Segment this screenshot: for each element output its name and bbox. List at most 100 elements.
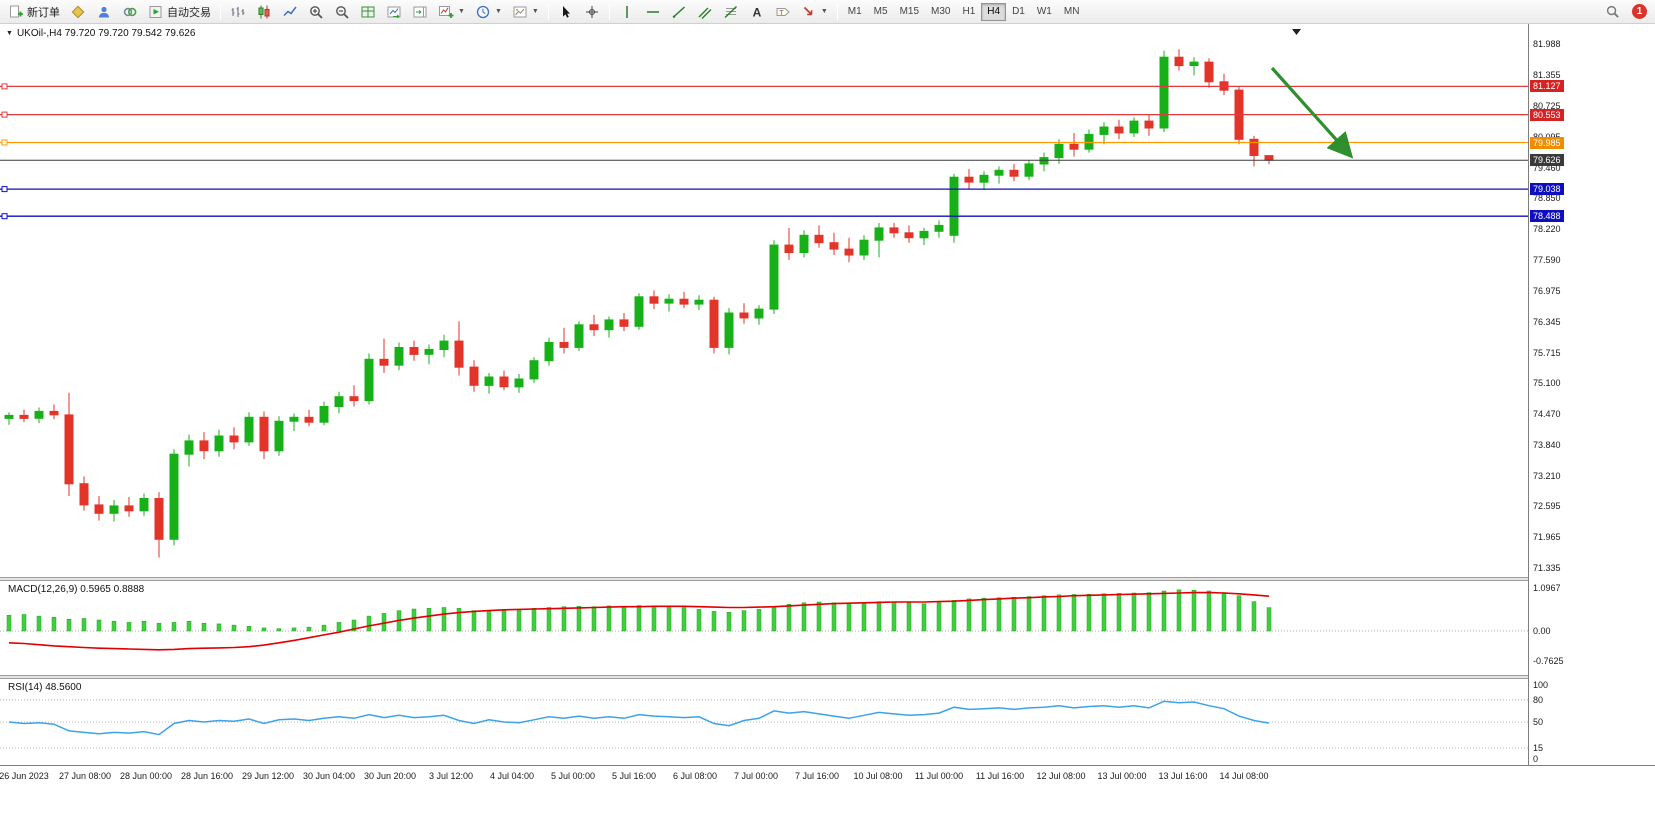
time-tick-label: 26 Jun 2023 <box>0 771 49 781</box>
timeframe-m5-button-label: M5 <box>873 6 888 17</box>
hline-price-badge: 79.985 <box>1530 137 1564 149</box>
macd-panel[interactable]: MACD(12,26,9) 0.5965 0.8888 <box>0 581 1528 675</box>
periods-button[interactable]: ▼ <box>470 2 507 22</box>
collapse-triangle-icon[interactable]: ▼ <box>6 30 13 37</box>
text-a-icon: A <box>752 5 761 19</box>
chevron-down-icon: ▼ <box>458 8 465 15</box>
crosshair-button[interactable] <box>579 2 605 22</box>
time-axis[interactable]: 26 Jun 2023 27 Jun 08:00 28 Jun 00:00 28 Ju… <box>0 765 1655 785</box>
candlestick-chart-button[interactable] <box>251 2 277 22</box>
timeframe-w1-button[interactable]: W1 <box>1031 3 1058 21</box>
time-tick-label: 4 Jul 04:00 <box>489 771 535 781</box>
time-tick-label: 10 Jul 08:00 <box>853 771 903 781</box>
timeframe-mn-button[interactable]: MN <box>1058 3 1086 21</box>
auto-trading-button[interactable]: 自动交易 <box>143 2 216 22</box>
macd-tick-label: 1.0967 <box>1533 583 1561 593</box>
timeframe-m30-button[interactable]: M30 <box>925 3 956 21</box>
text-button[interactable]: A <box>744 2 770 22</box>
chart-shift-icon <box>413 6 427 17</box>
price-tick-label: 71.965 <box>1533 532 1561 542</box>
indicators-button[interactable]: ▼ <box>433 2 470 22</box>
macd-tick-label: -0.7625 <box>1533 656 1564 666</box>
candlestick-chart[interactable] <box>0 24 1528 577</box>
equidistant-channel-button[interactable] <box>692 2 718 22</box>
panel-separator[interactable] <box>0 675 1655 679</box>
timeframe-m30-button-label: M30 <box>931 6 951 17</box>
trendline-icon <box>672 5 685 18</box>
new-order-button[interactable]: 新订单 <box>3 2 65 22</box>
main-chart-panel[interactable]: ▼ UKOil-,H4 79.720 79.720 79.542 79.626 <box>0 24 1528 577</box>
time-tick-label: 27 Jun 08:00 <box>58 771 112 781</box>
hline-price-badge: 78.488 <box>1530 210 1564 222</box>
bar-chart-button[interactable] <box>225 2 251 22</box>
cursor-button[interactable] <box>553 2 579 22</box>
toolbar-separator <box>220 3 221 20</box>
time-tick-label: 14 Jul 08:00 <box>1219 771 1269 781</box>
timeframe-m15-button[interactable]: M15 <box>894 3 925 21</box>
chart-symbol-label: ▼ UKOil-,H4 79.720 79.720 79.542 79.626 <box>6 28 195 39</box>
time-tick-label: 30 Jun 04:00 <box>302 771 356 781</box>
zoom-in-button[interactable] <box>303 2 329 22</box>
price-tick-label: 73.210 <box>1533 471 1561 481</box>
price-tick-label: 76.975 <box>1533 286 1561 296</box>
vline-icon <box>626 5 628 18</box>
rsi-panel[interactable]: RSI(14) 48.5600 <box>0 679 1528 765</box>
timeframe-h4-button[interactable]: H4 <box>981 2 1007 21</box>
auto-trading-button-label: 自动交易 <box>167 6 211 19</box>
time-tick-label: 30 Jun 20:00 <box>363 771 417 781</box>
channel-icon <box>698 7 712 19</box>
market-watch-button[interactable] <box>65 2 91 22</box>
zoom-out-button[interactable] <box>329 2 355 22</box>
fibonacci-button[interactable] <box>718 2 744 22</box>
search-button[interactable] <box>1600 2 1625 22</box>
svg-text:A: A <box>752 5 761 19</box>
timeframe-m15-button-label: M15 <box>899 6 920 17</box>
text-label-button[interactable]: T <box>770 2 796 22</box>
time-tick-label: 7 Jul 00:00 <box>733 771 779 781</box>
timeframe-h1-button[interactable]: H1 <box>956 3 981 21</box>
rsi-chart[interactable] <box>0 679 1528 765</box>
time-tick-label: 28 Jun 16:00 <box>180 771 234 781</box>
time-tick-label: 12 Jul 08:00 <box>1036 771 1086 781</box>
chart-shift-button[interactable] <box>407 2 433 22</box>
price-tick-label: 75.100 <box>1533 378 1561 388</box>
auto-scroll-icon <box>387 6 401 18</box>
rsi-tick-label: 0 <box>1533 754 1539 764</box>
navigator-button[interactable] <box>91 2 117 22</box>
vertical-line-button[interactable] <box>614 2 640 22</box>
macd-chart[interactable] <box>0 581 1528 675</box>
tile-windows-button[interactable] <box>355 2 381 22</box>
crosshair-icon <box>585 5 598 18</box>
price-axis[interactable]: 81.98881.35580.72580.09579.46078.85078.2… <box>1528 24 1655 765</box>
price-tick-label: 79.460 <box>1533 163 1561 173</box>
horizontal-line-button[interactable] <box>640 2 666 22</box>
timeframe-h4-button-label: H4 <box>987 6 1001 17</box>
new-order-icon <box>10 5 23 17</box>
price-tick-label: 78.850 <box>1533 193 1561 203</box>
time-tick-label: 6 Jul 08:00 <box>672 771 718 781</box>
time-tick-label: 13 Jul 00:00 <box>1097 771 1147 781</box>
line-chart-icon <box>283 6 297 16</box>
toolbar: 新订单 自动交易 ▼ ▼ ▼ A T ▼ M1 M5 M15 M30 H1 H4 D1 W1 MN 1 <box>0 0 1655 24</box>
auto-scroll-button[interactable] <box>381 2 407 22</box>
chevron-down-icon: ▼ <box>531 8 539 15</box>
line-chart-button[interactable] <box>277 2 303 22</box>
price-tick-label: 76.345 <box>1533 317 1561 327</box>
price-tick-label: 81.355 <box>1533 70 1561 80</box>
play-icon <box>149 5 162 18</box>
terminal-button[interactable] <box>117 2 143 22</box>
panel-separator[interactable] <box>0 577 1655 581</box>
timeframe-d1-button[interactable]: D1 <box>1006 3 1031 21</box>
time-tick-label: 11 Jul 00:00 <box>914 771 964 781</box>
fibo-icon <box>724 5 737 18</box>
hline-icon <box>646 10 659 13</box>
arrows-button[interactable]: ▼ <box>796 2 833 22</box>
templates-button[interactable]: ▼ <box>507 2 544 22</box>
notification-badge[interactable]: 1 <box>1632 4 1647 19</box>
timeframe-m5-button[interactable]: M5 <box>868 3 894 21</box>
new-order-button-label: 新订单 <box>27 6 60 19</box>
timeframe-m1-button[interactable]: M1 <box>842 3 868 21</box>
trendline-button[interactable] <box>666 2 692 22</box>
tile-windows-icon <box>361 6 375 17</box>
time-tick-label: 28 Jun 00:00 <box>119 771 173 781</box>
